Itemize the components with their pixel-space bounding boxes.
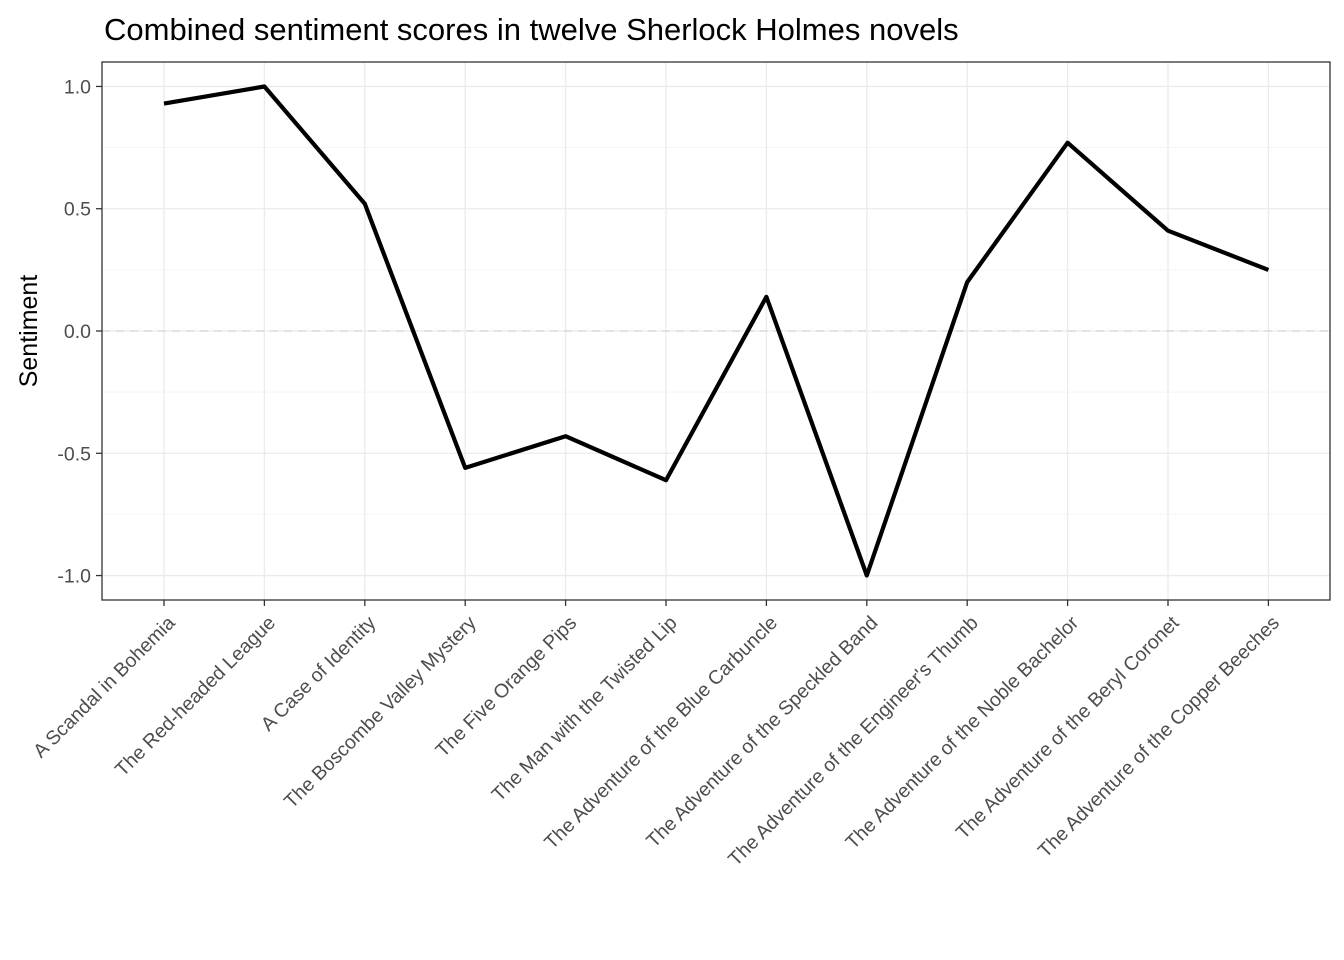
sentiment-series-line <box>163 84 1270 578</box>
chart-title: Combined sentiment scores in twelve Sher… <box>104 12 959 47</box>
y-tick-label: -1.0 <box>57 566 91 588</box>
x-tick-label: The Boscombe Valley Mystery <box>280 612 481 813</box>
y-tick-label: 0.0 <box>64 321 91 343</box>
y-axis-title: Sentiment <box>15 275 43 388</box>
x-tick-label: The Red-headed League <box>111 612 280 781</box>
x-tick-label: The Adventure of the Beryl Coronet <box>952 612 1184 844</box>
y-axis: -1.0 -0.5 0.0 0.5 1.0 <box>57 76 102 588</box>
x-tick-label: The Man with the Twisted Lip <box>488 612 682 806</box>
y-tick-label: 1.0 <box>64 76 91 98</box>
y-tick-label: 0.5 <box>64 199 91 221</box>
series-layer <box>163 84 1270 578</box>
y-tick-label: -0.5 <box>57 443 91 465</box>
